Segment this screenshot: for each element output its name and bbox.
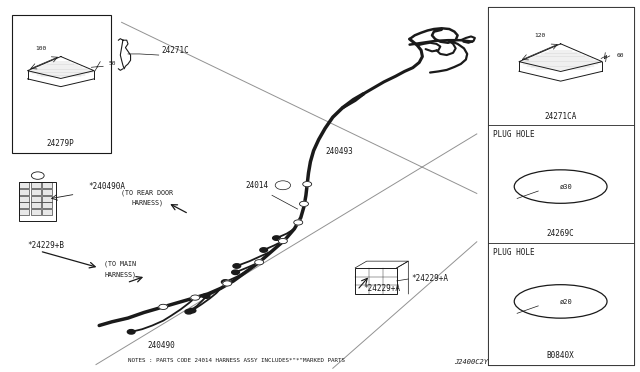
Text: *24229+A: *24229+A — [363, 284, 400, 293]
Text: (TO REAR DOOR: (TO REAR DOOR — [121, 190, 173, 196]
Text: 240490: 240490 — [147, 341, 175, 350]
Text: 100: 100 — [35, 46, 47, 51]
Bar — [488, 125, 634, 243]
Circle shape — [223, 281, 232, 286]
Ellipse shape — [515, 285, 607, 318]
Circle shape — [260, 248, 268, 252]
Bar — [31, 196, 41, 202]
Circle shape — [294, 220, 303, 225]
Text: PLUG HOLE: PLUG HOLE — [493, 248, 534, 257]
Circle shape — [233, 264, 241, 268]
Bar — [42, 196, 52, 202]
Bar — [19, 189, 29, 195]
Text: ø20: ø20 — [559, 299, 572, 305]
Text: ø30: ø30 — [559, 184, 572, 190]
Text: J2400C2Y: J2400C2Y — [454, 359, 488, 365]
Text: 120: 120 — [534, 33, 545, 38]
Circle shape — [159, 304, 168, 310]
Bar — [19, 196, 29, 202]
Circle shape — [275, 181, 291, 190]
Circle shape — [31, 172, 44, 179]
Bar — [31, 202, 41, 208]
Circle shape — [232, 270, 239, 275]
Text: *240490A: *240490A — [88, 182, 125, 191]
Bar — [42, 182, 52, 188]
Bar — [42, 202, 52, 208]
Text: HARNESS): HARNESS) — [131, 200, 163, 206]
Ellipse shape — [515, 170, 607, 203]
Circle shape — [278, 238, 287, 244]
Bar — [19, 202, 29, 208]
Bar — [42, 189, 52, 195]
Bar — [488, 243, 634, 365]
Bar — [488, 7, 634, 125]
Bar — [12, 15, 111, 153]
Circle shape — [188, 308, 196, 313]
Text: 50: 50 — [108, 61, 116, 65]
Text: 24271CA: 24271CA — [545, 112, 577, 121]
Bar — [355, 268, 397, 294]
Circle shape — [273, 236, 280, 240]
Circle shape — [191, 295, 200, 300]
Text: 24279P: 24279P — [47, 139, 75, 148]
Text: PLUG HOLE: PLUG HOLE — [493, 130, 534, 139]
Circle shape — [300, 201, 308, 206]
Text: 24014: 24014 — [246, 181, 269, 190]
Text: 240493: 240493 — [325, 147, 353, 156]
Text: HARNESS): HARNESS) — [104, 271, 136, 278]
Bar — [19, 182, 29, 188]
Circle shape — [303, 182, 312, 187]
Bar — [488, 7, 634, 365]
Text: (TO MAIN: (TO MAIN — [104, 261, 136, 267]
Text: *24229+A: *24229+A — [411, 274, 448, 283]
Text: NOTES : PARTS CODE 24014 HARNESS ASSY INCLUDES*"*"MARKED PARTS: NOTES : PARTS CODE 24014 HARNESS ASSY IN… — [128, 357, 346, 363]
Bar — [19, 209, 29, 215]
Bar — [19, 182, 56, 221]
Circle shape — [202, 294, 210, 298]
Circle shape — [221, 280, 229, 284]
Circle shape — [255, 260, 264, 265]
Text: *24229+B: *24229+B — [27, 241, 64, 250]
Text: 24271C: 24271C — [161, 46, 189, 55]
Circle shape — [127, 330, 135, 334]
Circle shape — [185, 310, 193, 314]
Bar — [31, 209, 41, 215]
Bar — [42, 209, 52, 215]
Text: B0840X: B0840X — [547, 351, 575, 360]
Text: 24269C: 24269C — [547, 230, 575, 238]
Bar — [31, 189, 41, 195]
Bar — [31, 182, 41, 188]
Text: 60: 60 — [616, 53, 624, 58]
